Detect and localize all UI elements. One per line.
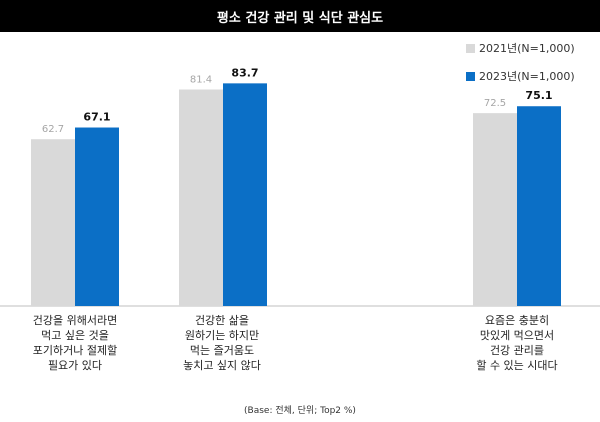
bar-series-1-cat-3 — [473, 113, 517, 306]
data-label-series-2-cat-1: 67.1 — [83, 111, 110, 124]
legend: 2021년(N=1,000) 2023년(N=1,000) — [466, 38, 575, 94]
bar-series-1-cat-1 — [31, 139, 75, 306]
bar-series-2-cat-3 — [517, 106, 561, 306]
legend-label-2023: 2023년(N=1,000) — [479, 68, 575, 84]
legend-item-2021: 2021년(N=1,000) — [466, 38, 575, 58]
footnote: (Base: 전체, 단위; Top2 %) — [0, 403, 600, 416]
data-label-series-1-cat-3: 72.5 — [484, 98, 506, 109]
category-label: 건강한 삶을 원하기는 하지만 먹는 즐거움도 놓치고 싶지 않다 — [142, 313, 302, 373]
category-label: 요즘은 충분히 맛있게 먹으면서 건강 관리를 할 수 있는 시대다 — [437, 313, 597, 373]
category-label: 건강을 위해서라면 먹고 싶은 것을 포기하거나 절제할 필요가 있다 — [0, 313, 155, 373]
legend-swatch-2021 — [466, 44, 475, 53]
legend-label-2021: 2021년(N=1,000) — [479, 40, 575, 56]
legend-swatch-2023 — [466, 72, 475, 81]
bar-series-2-cat-2 — [223, 83, 267, 306]
bar-series-1-cat-2 — [179, 89, 223, 306]
legend-item-2023: 2023년(N=1,000) — [466, 66, 575, 86]
bar-series-2-cat-1 — [75, 128, 119, 306]
data-label-series-2-cat-2: 83.7 — [231, 66, 258, 79]
data-label-series-1-cat-1: 62.7 — [42, 124, 64, 135]
data-label-series-1-cat-2: 81.4 — [190, 74, 212, 85]
